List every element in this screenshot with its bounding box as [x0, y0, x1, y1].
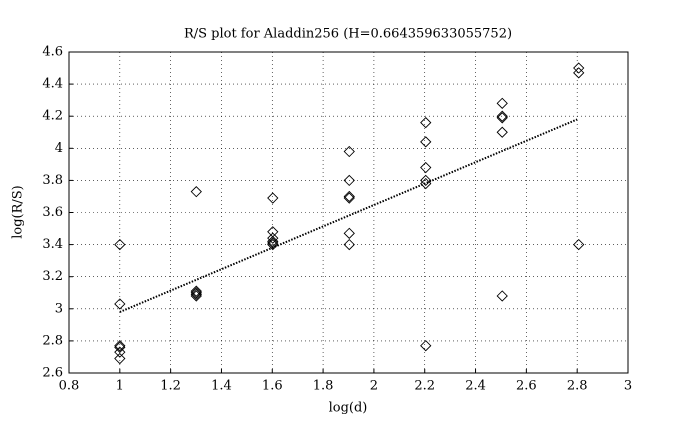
point	[343, 145, 355, 158]
y-tick-label: 4.4	[42, 77, 63, 92]
x-tick-label: 2	[370, 379, 378, 394]
point	[114, 298, 126, 310]
point	[573, 238, 585, 251]
chart-title: R/S plot for Aladdin256 (H=0.66435963305…	[184, 27, 512, 42]
point	[573, 62, 585, 74]
point	[420, 116, 432, 129]
x-tick-label: 2.6	[516, 379, 537, 394]
point	[114, 341, 126, 353]
point	[190, 185, 202, 198]
point	[343, 192, 355, 204]
point	[573, 67, 585, 79]
point	[420, 136, 432, 148]
y-tick-label: 4.6	[42, 45, 63, 60]
point	[343, 174, 355, 187]
point	[420, 340, 432, 352]
x-tick-label: 2.4	[465, 379, 486, 394]
x-tick-label: 1	[116, 379, 124, 394]
point	[343, 227, 355, 240]
point	[496, 112, 508, 124]
y-tick-label: 4.2	[42, 109, 63, 124]
x-axis-label: log(d)	[329, 401, 368, 416]
y-tick-label: 3.6	[42, 205, 63, 220]
point	[496, 110, 508, 122]
x-tick-label: 1.4	[211, 379, 232, 394]
point	[267, 238, 279, 251]
x-tick-label: 1.2	[160, 379, 181, 394]
point	[114, 346, 126, 358]
y-tick-label: 3.2	[42, 269, 63, 284]
point	[343, 190, 355, 203]
point	[267, 232, 279, 244]
point	[114, 340, 126, 352]
x-tick-label: 1.8	[313, 379, 334, 394]
y-tick-label: 3.8	[42, 173, 63, 188]
x-tick-label: 0.8	[59, 379, 80, 394]
point	[190, 288, 202, 300]
point	[114, 238, 126, 251]
point	[496, 290, 508, 302]
point	[420, 161, 432, 174]
point	[190, 285, 202, 297]
y-tick-label: 3.4	[42, 237, 63, 252]
point	[343, 238, 355, 251]
x-tick-label: 1.6	[262, 379, 283, 394]
point	[190, 290, 202, 302]
point	[420, 174, 432, 187]
point	[190, 287, 202, 299]
y-axis-label: log(R/S)	[11, 185, 26, 239]
y-tick-label: 2.6	[42, 366, 63, 381]
y-tick-label: 4	[55, 141, 63, 156]
point	[114, 352, 126, 365]
point	[420, 177, 432, 190]
x-tick-label: 2.2	[414, 379, 435, 394]
x-tick-label: 3	[624, 379, 632, 394]
point	[267, 192, 279, 204]
plot-frame	[68, 51, 629, 374]
point	[496, 97, 508, 109]
x-tick-label: 2.8	[567, 379, 588, 394]
point	[267, 226, 279, 238]
y-tick-label: 2.8	[42, 333, 63, 348]
y-tick-label: 3	[55, 301, 63, 316]
point	[496, 126, 508, 138]
point	[267, 235, 279, 248]
fit-line	[119, 118, 578, 313]
